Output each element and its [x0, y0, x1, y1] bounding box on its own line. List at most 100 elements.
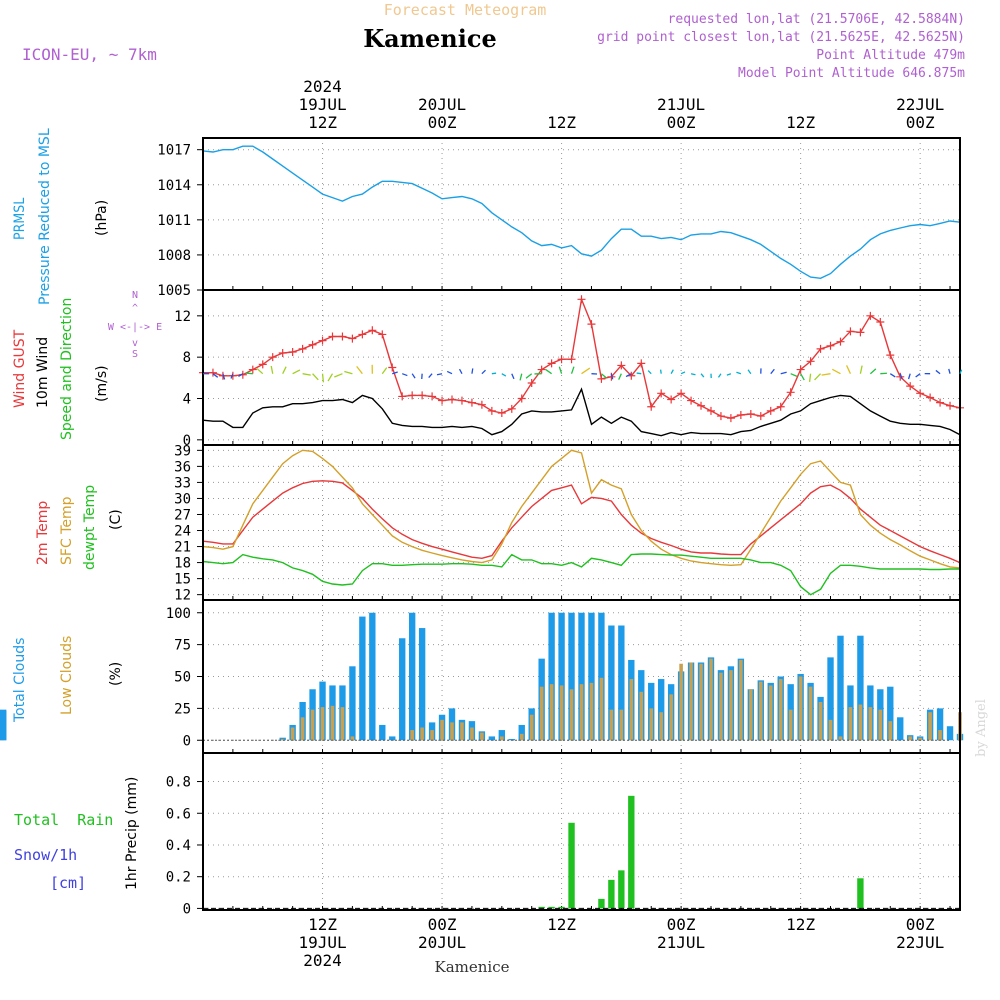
- total-cloud-bar: [418, 628, 426, 741]
- total-cloud-bar: [887, 686, 894, 741]
- gust-point: [946, 401, 955, 410]
- wind-frame: [202, 289, 961, 446]
- gust-point: [637, 359, 646, 368]
- gust-point: [328, 332, 337, 341]
- wind10-label: 10m Wind: [35, 337, 51, 408]
- low-cloud-bar: [340, 707, 345, 741]
- point-altitude: Point Altitude 479m: [816, 48, 965, 63]
- wind-arrow: [700, 373, 705, 378]
- wind-arrow: [344, 370, 353, 375]
- wind-arrow: [618, 373, 622, 380]
- precip-ytick-label: 0.8: [166, 775, 191, 791]
- gust-point: [866, 311, 875, 320]
- low-cloud-bar: [450, 722, 454, 741]
- total-cloud-bar: [399, 638, 406, 741]
- gust-point: [477, 400, 486, 409]
- precip-ytick-label: 0.6: [166, 806, 191, 822]
- low-cloud-bar: [659, 712, 663, 741]
- pressure-panel: 1005 1008 1011 1014 1017: [157, 137, 961, 299]
- wind-arrow: [525, 373, 533, 379]
- wind-arrow: [511, 373, 515, 380]
- gust-point: [886, 351, 895, 360]
- clouds-ytick-label: 100: [166, 606, 191, 622]
- wind-arrow: [501, 373, 507, 377]
- gust-point: [647, 402, 656, 411]
- low-cloud-bar: [280, 738, 285, 741]
- rain-bar: [538, 906, 545, 909]
- wind-arrow: [270, 365, 274, 374]
- low-cloud-bar: [768, 685, 773, 741]
- wind-arrow: [428, 373, 433, 379]
- wind-arrow: [570, 366, 575, 374]
- total-cloud-bar: [837, 635, 844, 741]
- gust-point: [836, 337, 845, 346]
- pressure-desc-label: Pressure Reduced to MSL: [37, 128, 53, 305]
- gust-point: [438, 396, 447, 405]
- temp-series-0: [202, 480, 961, 564]
- grid-coords: grid point closest lon,lat (21.5625E, 42…: [597, 30, 965, 45]
- pressure-labels: PRMSL Pressure Reduced to MSL (hPa): [12, 128, 110, 305]
- wind-arrow: [845, 365, 852, 374]
- credit: by Angel: [974, 699, 989, 757]
- top-axis-label: 2024: [303, 77, 342, 96]
- rose-up: ^: [132, 303, 138, 314]
- wind-arrow: [327, 373, 334, 382]
- gust-point: [507, 404, 516, 413]
- precip-frame: [202, 752, 961, 911]
- wind-arrow: [659, 369, 662, 374]
- gust-point: [467, 398, 476, 407]
- gust-point: [358, 330, 367, 339]
- top-axis-label: 00Z: [906, 113, 935, 132]
- top-axis-label: 12Z: [547, 113, 576, 132]
- wind-arrow: [808, 373, 812, 382]
- total-cloud-bar: [379, 724, 386, 741]
- wind-arrow: [948, 368, 951, 374]
- low-cloud-bar: [888, 721, 893, 741]
- gust-point: [388, 363, 397, 372]
- low-cloud-bar: [599, 677, 604, 741]
- clouds-ytick-label: 25: [174, 701, 191, 717]
- temp-ytick-label: 15: [174, 572, 191, 588]
- precip-labels: Total Rain Snow/1h [cm] 1hr Precip (mm): [14, 777, 140, 892]
- pressure-series-0: [202, 145, 961, 280]
- wind-arrow: [790, 373, 798, 377]
- low-cloud-bar: [579, 684, 584, 741]
- total-cloud-bar: [608, 625, 615, 741]
- wind-arrow: [670, 369, 674, 375]
- bottom-axis-label: 12Z: [786, 915, 815, 934]
- low-cloud-bar: [868, 707, 873, 741]
- wind-arrow: [392, 371, 398, 375]
- total-cloud-bar: [359, 616, 366, 741]
- gust-point: [816, 344, 825, 353]
- temp-series-2: [202, 553, 960, 596]
- wind-arrow: [292, 369, 301, 375]
- low-cloud-bar: [828, 719, 833, 741]
- gust-point: [338, 332, 347, 341]
- wind-ytick-label: 8: [183, 350, 191, 366]
- total-cloud-bar: [588, 612, 595, 741]
- pressure-ytick-label: 1008: [157, 248, 191, 264]
- wind-arrow: [680, 371, 686, 375]
- bottom-axis-label: 21JUL: [657, 933, 705, 952]
- gust-point: [716, 412, 725, 421]
- product-title: Forecast Meteogram: [384, 1, 547, 19]
- low-cloud-bar: [679, 663, 683, 741]
- low-cloud-bar: [858, 704, 863, 741]
- low-clouds-label: Low Clouds: [59, 636, 75, 715]
- gust-point: [378, 330, 387, 339]
- gust-label: Wind GUST: [12, 329, 28, 408]
- low-cloud-bar: [649, 708, 654, 741]
- wind-arrow: [907, 373, 911, 380]
- wind-arrow: [899, 373, 903, 380]
- gust-point: [248, 365, 257, 374]
- wind-arrow: [230, 373, 234, 379]
- low-cloud-bar: [330, 705, 335, 741]
- total-cloud-bar: [657, 679, 665, 741]
- total-cloud-bar: [488, 736, 496, 741]
- rose-down: v: [132, 338, 138, 349]
- total-cloud-bar: [518, 724, 525, 741]
- wind-arrow: [625, 373, 632, 378]
